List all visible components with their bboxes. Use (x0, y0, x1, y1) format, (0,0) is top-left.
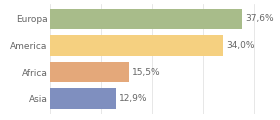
Bar (50, 9, 242, 29)
Text: 37,6%: 37,6% (245, 15, 274, 24)
Text: 15,5%: 15,5% (132, 68, 161, 77)
Bar (50, 88, 116, 109)
Bar (50, 35, 223, 56)
Text: 34,0%: 34,0% (227, 41, 255, 50)
Bar (50, 62, 129, 82)
Text: 12,9%: 12,9% (119, 94, 148, 103)
